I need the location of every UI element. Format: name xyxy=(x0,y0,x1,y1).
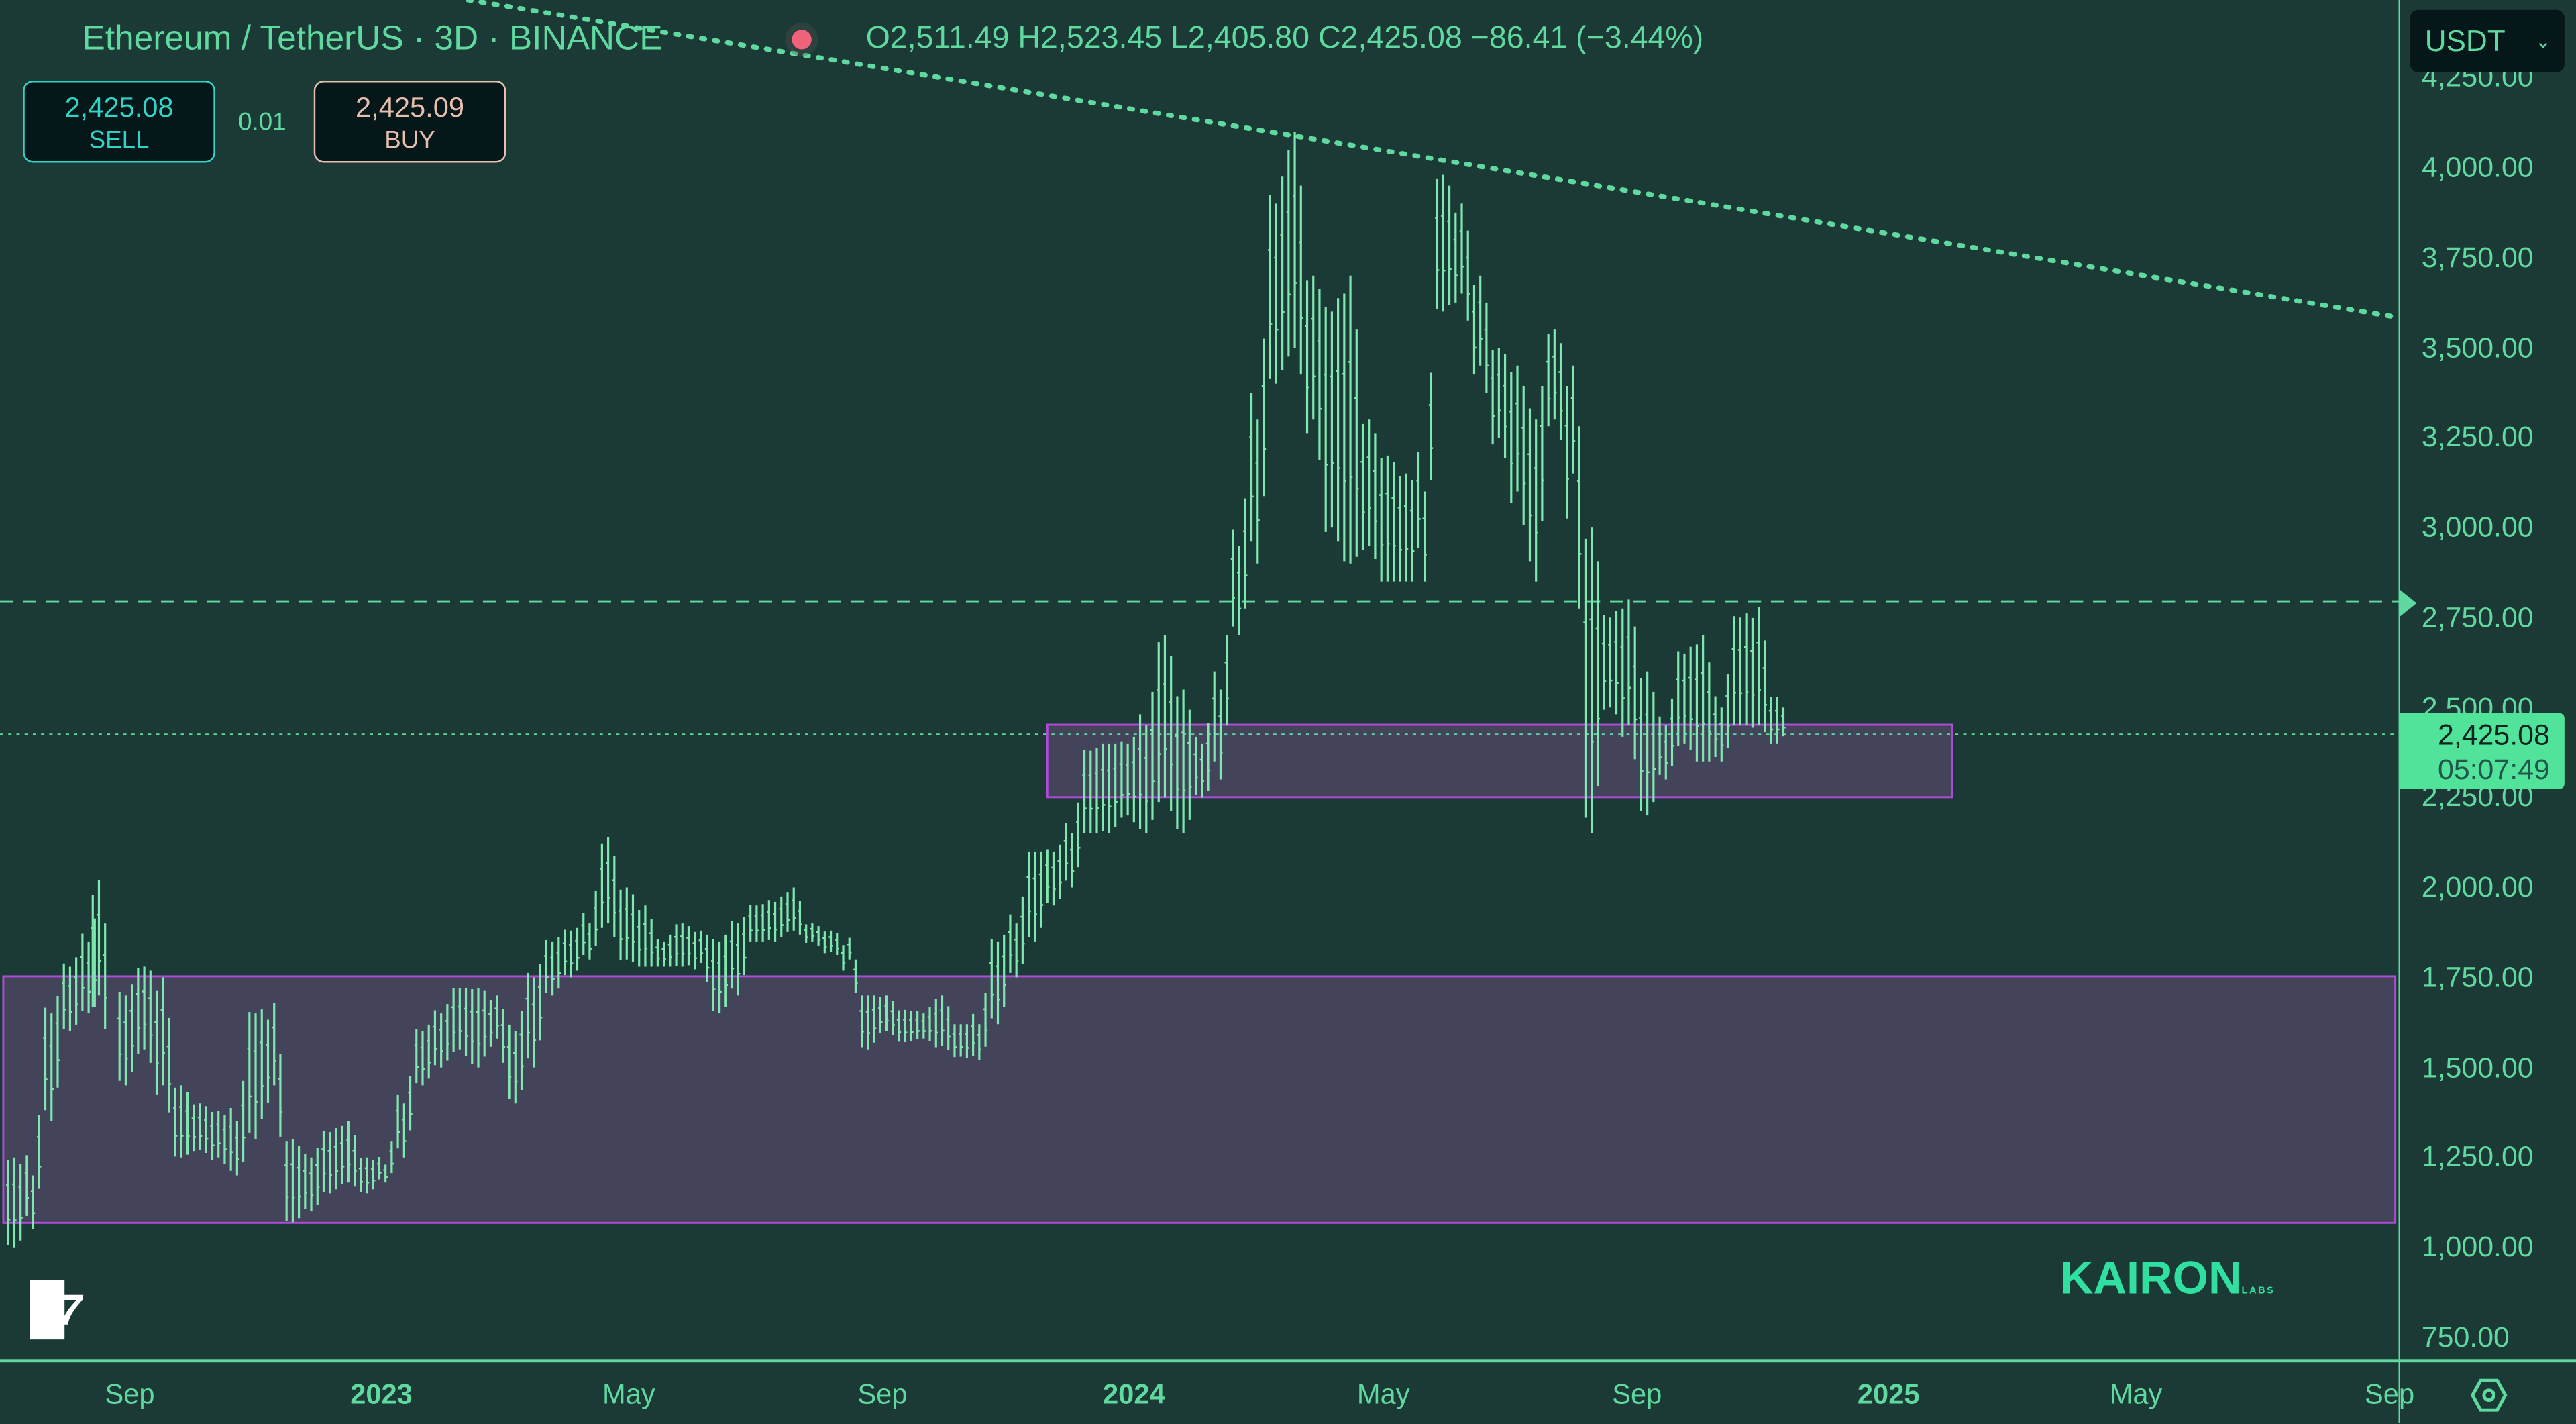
market-status-dot-icon xyxy=(792,30,812,50)
currency-select[interactable]: USDT ⌄ xyxy=(2410,9,2565,72)
price-chart[interactable] xyxy=(0,0,2399,1359)
last-price: 2,425.08 xyxy=(2437,718,2550,752)
zone-rectangle-1 xyxy=(2,975,2397,1224)
price-tick-label: 3,500.00 xyxy=(2421,330,2534,364)
time-axis-border xyxy=(0,1359,2576,1363)
spread-value: 0.01 xyxy=(238,108,286,137)
price-tick-label: 1,250.00 xyxy=(2421,1139,2534,1173)
buy-button[interactable]: 2,425.09 BUY xyxy=(313,81,506,163)
zone-rectangle-0 xyxy=(1046,723,1953,799)
settings-gear-icon[interactable] xyxy=(2469,1376,2509,1415)
time-tick-label: Sep xyxy=(1612,1378,1662,1411)
price-tick-label: 3,250.00 xyxy=(2421,420,2534,454)
tradingview-logo[interactable]: █7 xyxy=(30,1282,82,1337)
buy-price: 2,425.09 xyxy=(355,92,465,123)
price-tick-label: 3,000.00 xyxy=(2421,510,2534,544)
time-tick-label: May xyxy=(1356,1378,1410,1411)
price-tick-label: 1,500.00 xyxy=(2421,1050,2534,1083)
sell-label: SELL xyxy=(89,126,150,155)
kairon-watermark: KAIRONLABS xyxy=(2060,1252,2275,1305)
price-tick-label: 2,750.00 xyxy=(2421,600,2534,633)
price-tick-label: 2,000.00 xyxy=(2421,870,2534,903)
watermark-brand: KAIRON xyxy=(2060,1252,2242,1304)
trendline xyxy=(465,0,2399,320)
last-price-label: 2,425.08 05:07:49 xyxy=(2400,713,2565,789)
ohlc-readout: O2,511.49 H2,523.45 L2,405.80 C2,425.08 … xyxy=(865,21,1704,56)
price-tick-label: 1,000.00 xyxy=(2421,1230,2534,1264)
price-axis-border xyxy=(2398,0,2400,1423)
symbol-title[interactable]: Ethereum / TetherUS · 3D · BINANCE xyxy=(82,19,663,58)
time-tick-label: 2025 xyxy=(1857,1378,1920,1411)
time-tick-label: Sep xyxy=(105,1378,155,1411)
watermark-sub: LABS xyxy=(2241,1286,2275,1297)
chevron-down-icon: ⌄ xyxy=(2534,30,2552,53)
price-tick-label: 3,750.00 xyxy=(2421,240,2534,274)
price-tick-label: 750.00 xyxy=(2421,1320,2510,1354)
time-tick-label: Sep xyxy=(857,1378,908,1411)
sell-price: 2,425.08 xyxy=(64,92,174,123)
time-tick-label: 2024 xyxy=(1103,1378,1165,1411)
buy-label: BUY xyxy=(384,126,435,155)
bar-countdown: 05:07:49 xyxy=(2437,752,2550,786)
price-tick-label: 4,000.00 xyxy=(2421,150,2534,184)
sell-button[interactable]: 2,425.08 SELL xyxy=(23,81,215,163)
time-tick-label: Sep xyxy=(2365,1378,2415,1411)
time-tick-label: 2023 xyxy=(350,1378,413,1411)
time-tick-label: May xyxy=(602,1378,655,1411)
time-tick-label: May xyxy=(2109,1378,2163,1411)
currency-value: USDT xyxy=(2424,24,2506,58)
horizontal-line-marker-icon[interactable] xyxy=(2400,590,2417,617)
price-tick-label: 1,750.00 xyxy=(2421,960,2534,993)
